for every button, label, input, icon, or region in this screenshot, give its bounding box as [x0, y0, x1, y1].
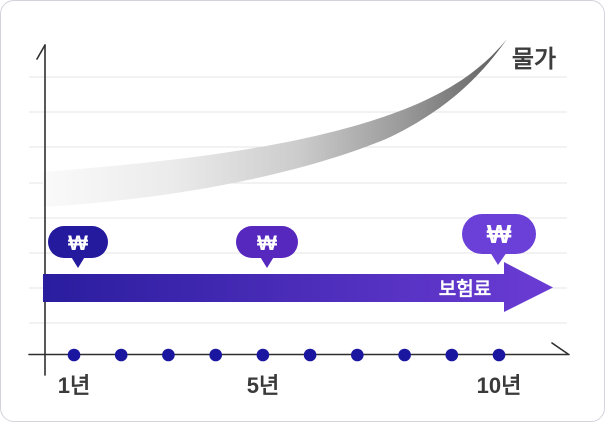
timeline-dot — [162, 348, 175, 362]
premium-arrow-label: 보험료 — [439, 278, 491, 300]
tick-label-year10: 10년 — [477, 373, 522, 398]
won-symbol: ₩ — [487, 219, 512, 249]
timeline-dot — [67, 348, 81, 362]
price-curve-label: 물가 — [512, 46, 556, 73]
timeline-dots — [67, 348, 506, 362]
won-symbol: ₩ — [68, 232, 88, 255]
timeline-dot — [256, 348, 270, 362]
won-badge-year10: ₩ — [462, 214, 536, 265]
timeline-dot — [492, 348, 506, 362]
won-badge-year1: ₩ — [48, 226, 108, 268]
timeline-dot — [114, 348, 128, 362]
won-badge-year5: ₩ — [236, 226, 298, 268]
tick-label-year5: 5년 — [247, 373, 279, 398]
x-axis-arrowhead-icon — [551, 342, 569, 355]
timeline-dot — [398, 348, 411, 362]
timeline-dot — [303, 348, 317, 362]
tick-label-year1: 1년 — [58, 373, 90, 398]
y-axis-arrowhead-icon — [36, 44, 46, 60]
x-axis-tick-labels: 1년 5년 10년 — [58, 373, 522, 398]
premium-arrow — [43, 262, 553, 312]
timeline-dot — [445, 348, 459, 362]
timeline-dot — [209, 348, 222, 362]
won-symbol: ₩ — [257, 232, 277, 255]
axes — [28, 44, 570, 376]
timeline-dot — [351, 348, 364, 362]
price-curve-band — [43, 39, 507, 207]
